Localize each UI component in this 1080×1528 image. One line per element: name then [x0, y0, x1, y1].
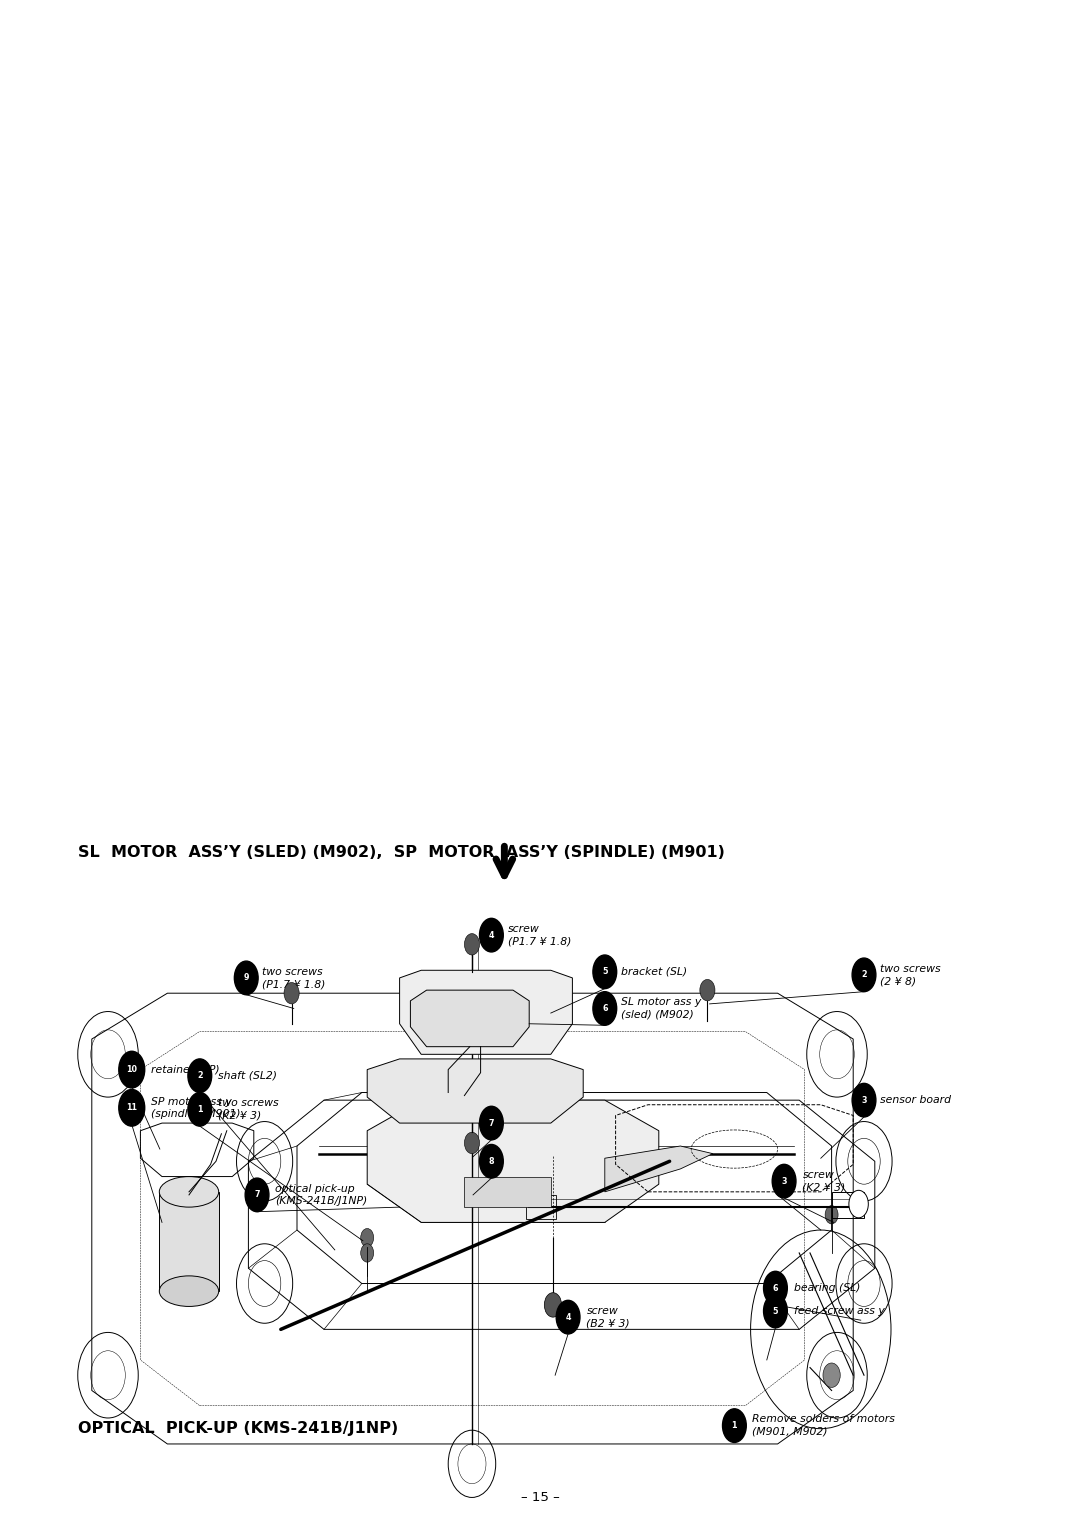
Circle shape	[852, 958, 876, 992]
Text: 6: 6	[602, 1004, 608, 1013]
Circle shape	[723, 1409, 746, 1442]
Text: two screws
(P1.7 ¥ 1.8): two screws (P1.7 ¥ 1.8)	[262, 967, 326, 989]
Text: feed screw ass y: feed screw ass y	[794, 1306, 885, 1316]
Circle shape	[188, 1059, 212, 1093]
Circle shape	[556, 1300, 580, 1334]
Text: OPTICAL  PICK-UP (KMS-241B/J1NP): OPTICAL PICK-UP (KMS-241B/J1NP)	[78, 1421, 399, 1436]
Text: screw
(B2 ¥ 3): screw (B2 ¥ 3)	[508, 1112, 551, 1134]
Polygon shape	[410, 990, 529, 1047]
Text: SP motor ass y
(spindle) (M901): SP motor ass y (spindle) (M901)	[151, 1097, 241, 1118]
Text: screw
(P1.7 ¥ 1.8): screw (P1.7 ¥ 1.8)	[508, 924, 571, 946]
Text: 9: 9	[243, 973, 249, 983]
Text: 8: 8	[488, 1157, 495, 1166]
Text: 3: 3	[781, 1177, 787, 1186]
Circle shape	[544, 1293, 562, 1317]
Circle shape	[284, 983, 299, 1004]
Text: 5: 5	[772, 1306, 779, 1316]
Polygon shape	[367, 1059, 583, 1123]
Ellipse shape	[160, 1177, 218, 1207]
Circle shape	[849, 1190, 868, 1218]
Polygon shape	[400, 970, 572, 1054]
Text: 5: 5	[602, 967, 608, 976]
Circle shape	[361, 1244, 374, 1262]
Text: base (SL): base (SL)	[508, 1157, 558, 1166]
Circle shape	[764, 1294, 787, 1328]
Text: optical pick-up
(KMS-241B/J1NP): optical pick-up (KMS-241B/J1NP)	[275, 1184, 367, 1206]
Text: shaft (SL2): shaft (SL2)	[218, 1071, 278, 1080]
Text: screw
(K2 ¥ 3): screw (K2 ¥ 3)	[802, 1170, 846, 1192]
Polygon shape	[605, 1146, 713, 1192]
Text: SL motor ass y
(sled) (M902): SL motor ass y (sled) (M902)	[621, 998, 701, 1019]
Circle shape	[852, 1083, 876, 1117]
Circle shape	[234, 961, 258, 995]
Text: 3: 3	[861, 1096, 867, 1105]
Circle shape	[464, 934, 480, 955]
Bar	[160, 1192, 218, 1291]
Circle shape	[823, 1363, 840, 1387]
Text: screw
(B2 ¥ 3): screw (B2 ¥ 3)	[586, 1306, 630, 1328]
Circle shape	[772, 1164, 796, 1198]
Circle shape	[245, 1178, 269, 1212]
Circle shape	[700, 979, 715, 1001]
Circle shape	[361, 1229, 374, 1247]
Circle shape	[764, 1271, 787, 1305]
Text: retainer (SP): retainer (SP)	[151, 1065, 220, 1074]
Circle shape	[480, 918, 503, 952]
Text: 2: 2	[197, 1071, 203, 1080]
Text: 2: 2	[861, 970, 867, 979]
Text: 7: 7	[488, 1118, 495, 1128]
Circle shape	[825, 1206, 838, 1224]
Text: bearing (SL): bearing (SL)	[794, 1284, 860, 1293]
Circle shape	[593, 955, 617, 989]
Circle shape	[480, 1144, 503, 1178]
Text: two screws
(2 ¥ 8): two screws (2 ¥ 8)	[880, 964, 941, 986]
Text: 11: 11	[126, 1103, 137, 1112]
Text: 1: 1	[731, 1421, 738, 1430]
Polygon shape	[464, 1177, 551, 1207]
Text: Remove solders of motors
(M901, M902): Remove solders of motors (M901, M902)	[752, 1415, 894, 1436]
Text: 6: 6	[772, 1284, 779, 1293]
Text: – 15 –: – 15 –	[521, 1491, 559, 1504]
Circle shape	[119, 1051, 145, 1088]
Circle shape	[480, 1106, 503, 1140]
Text: 7: 7	[254, 1190, 260, 1199]
Text: SL  MOTOR  ASS’Y (SLED) (M902),  SP  MOTOR  ASS’Y (SPINDLE) (M901): SL MOTOR ASS’Y (SLED) (M902), SP MOTOR A…	[78, 845, 725, 860]
Circle shape	[188, 1093, 212, 1126]
Polygon shape	[367, 1100, 659, 1222]
Text: 4: 4	[488, 931, 495, 940]
Text: 4: 4	[565, 1313, 571, 1322]
Text: 10: 10	[126, 1065, 137, 1074]
Text: sensor board: sensor board	[880, 1096, 951, 1105]
Circle shape	[119, 1089, 145, 1126]
Circle shape	[593, 992, 617, 1025]
Circle shape	[464, 1132, 480, 1154]
Text: bracket (SL): bracket (SL)	[621, 967, 687, 976]
Text: two screws
(K2 ¥ 3): two screws (K2 ¥ 3)	[218, 1099, 279, 1120]
Text: 1: 1	[197, 1105, 203, 1114]
Ellipse shape	[160, 1276, 218, 1306]
